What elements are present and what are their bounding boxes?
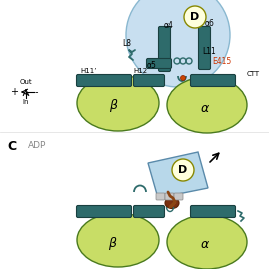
Text: CTT: CTT [247, 71, 260, 77]
FancyBboxPatch shape [156, 193, 165, 200]
FancyBboxPatch shape [190, 75, 235, 87]
Text: In: In [23, 99, 29, 105]
Text: C: C [7, 140, 16, 153]
FancyBboxPatch shape [133, 206, 165, 218]
Text: α6: α6 [205, 19, 215, 29]
Ellipse shape [167, 77, 247, 133]
Text: α4: α4 [164, 20, 174, 30]
FancyBboxPatch shape [174, 193, 183, 200]
FancyBboxPatch shape [76, 75, 132, 87]
FancyBboxPatch shape [158, 27, 171, 72]
Text: L11: L11 [202, 48, 216, 56]
Circle shape [180, 76, 186, 80]
Text: L8: L8 [122, 40, 132, 48]
Text: β: β [109, 100, 117, 112]
Text: β: β [108, 236, 116, 250]
Text: D: D [190, 12, 200, 22]
FancyBboxPatch shape [199, 27, 211, 69]
Circle shape [184, 6, 206, 28]
FancyBboxPatch shape [147, 58, 172, 69]
Text: E415: E415 [212, 58, 231, 66]
Text: α: α [201, 101, 209, 115]
Text: H12: H12 [133, 68, 147, 74]
Text: -: - [34, 87, 38, 97]
Ellipse shape [167, 215, 247, 269]
Text: α: α [201, 238, 209, 250]
Text: Out: Out [20, 79, 32, 85]
Circle shape [126, 0, 230, 87]
FancyBboxPatch shape [190, 206, 235, 218]
Ellipse shape [77, 213, 159, 267]
Ellipse shape [165, 197, 179, 208]
FancyBboxPatch shape [165, 193, 174, 200]
Text: +: + [10, 87, 18, 97]
Polygon shape [148, 152, 208, 198]
Text: α5: α5 [147, 62, 157, 70]
Text: D: D [178, 165, 187, 175]
FancyBboxPatch shape [133, 75, 165, 87]
Ellipse shape [77, 75, 159, 131]
Circle shape [172, 159, 194, 181]
Text: H11’: H11’ [80, 68, 96, 74]
FancyBboxPatch shape [76, 206, 132, 218]
Text: ADP: ADP [28, 141, 46, 150]
